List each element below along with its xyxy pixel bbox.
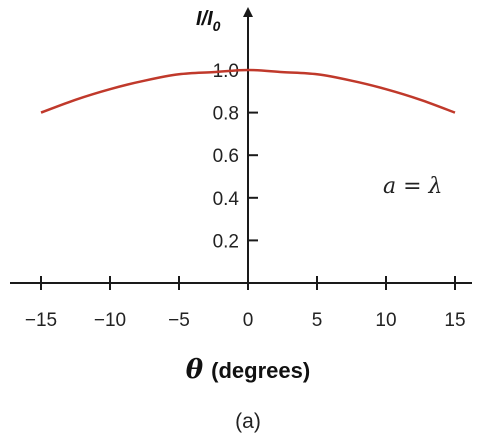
x-axis-label-symbol: θ [186, 355, 204, 385]
y-tick-label: 0.2 [213, 231, 239, 252]
x-tick-label: −10 [94, 310, 126, 331]
annotation-value: λ [428, 174, 443, 199]
aperture-annotation: a = λ [383, 174, 443, 199]
y-tick-label: 0.8 [213, 104, 239, 125]
x-tick-label: −5 [168, 310, 190, 331]
x-axis-label-unit: (degrees) [211, 358, 310, 383]
x-tick-label: −15 [25, 310, 57, 331]
x-tick-label: 10 [375, 310, 396, 331]
annotation-variable: a [383, 174, 396, 199]
x-ticks: −15 −10 −5 0 5 10 15 [25, 276, 466, 331]
y-tick-label: 0.6 [213, 146, 239, 167]
x-tick-label: 5 [312, 310, 323, 331]
y-axis-label-main: I/I [196, 8, 213, 30]
x-axis-label: θ (degrees) [186, 355, 310, 385]
y-axis-label-subscript: 0 [213, 18, 221, 34]
x-tick-label: 15 [444, 310, 465, 331]
y-ticks: 0.20.40.60.81.0 [213, 61, 258, 252]
figure-caption: (a) [235, 410, 261, 433]
x-tick-label: 0 [243, 310, 254, 331]
intensity-curve [40, 68, 456, 114]
annotation-operator: = [396, 174, 428, 199]
y-axis-label: I/I0 [196, 8, 221, 34]
y-tick-label: 0.4 [213, 189, 240, 210]
